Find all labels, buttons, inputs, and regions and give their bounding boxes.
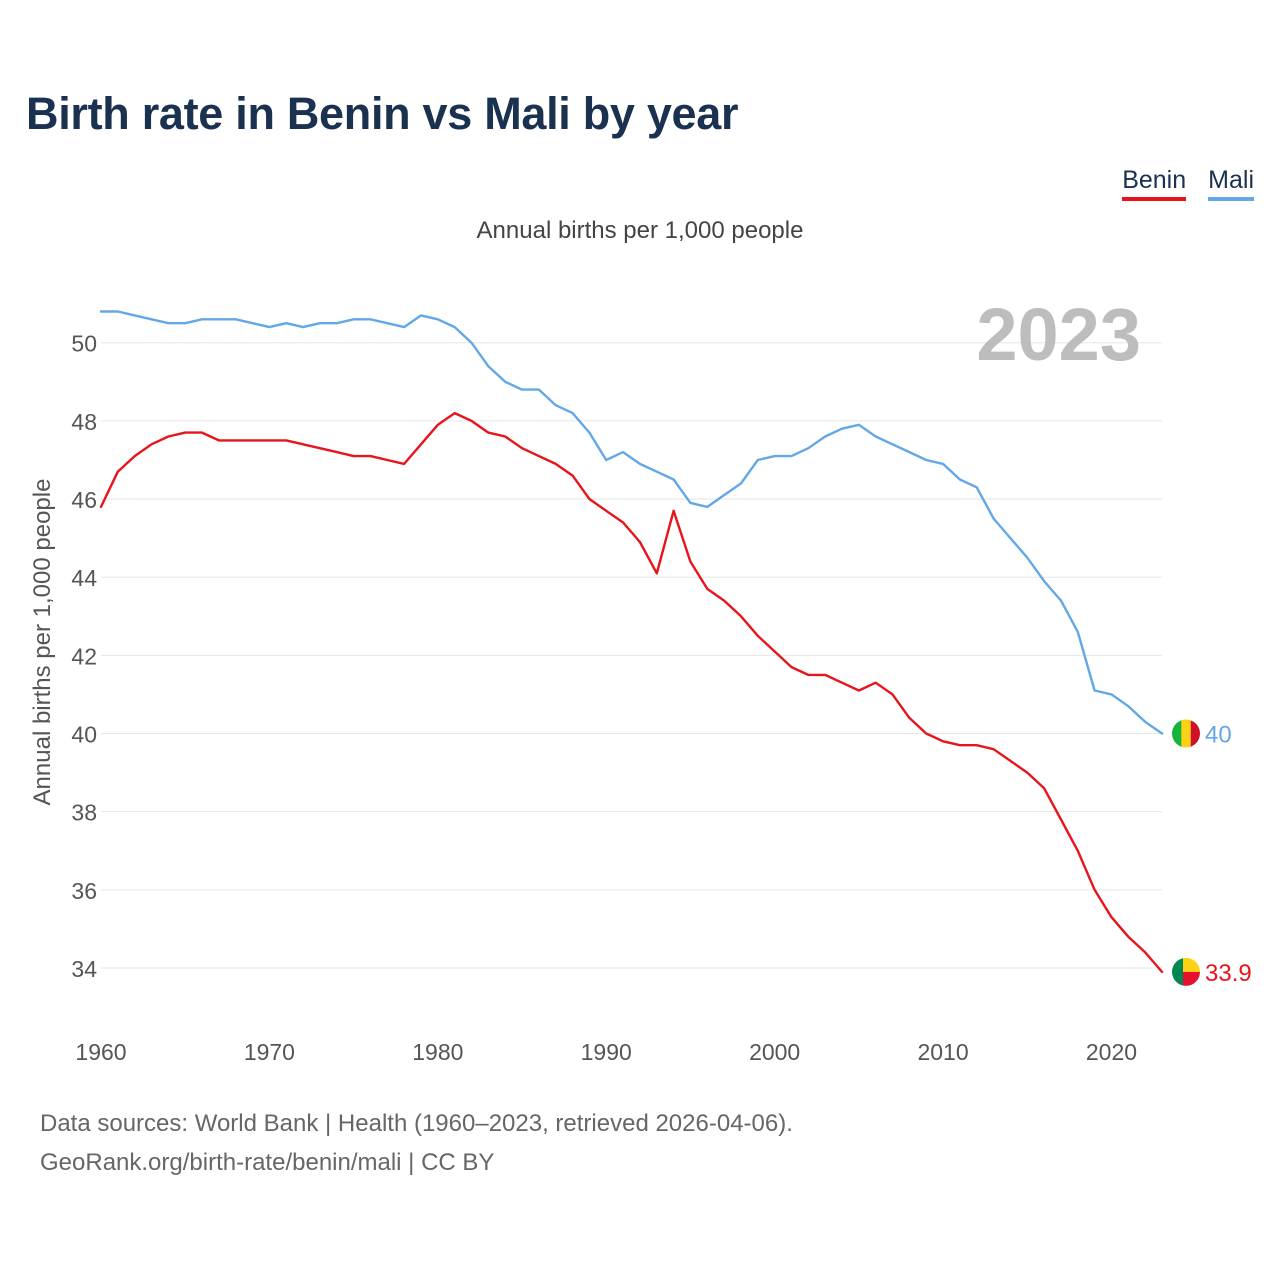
source-line-1: Data sources: World Bank | Health (1960–… [40,1110,793,1137]
y-tick-label: 50 [71,331,97,357]
end-label-mali: 40 [1205,722,1232,749]
flag-mali-icon [1172,719,1200,748]
legend-item-benin[interactable]: Benin [1122,166,1187,201]
chart-subtitle: Annual births per 1,000 people [476,217,804,244]
flag-benin-icon [1172,957,1200,986]
legend-item-mali[interactable]: Mali [1208,166,1254,201]
x-tick-label: 1960 [75,1039,126,1065]
y-tick-label: 42 [71,643,97,669]
x-tick-label: 2000 [749,1039,800,1065]
year-label: 2023 [976,293,1141,376]
end-label-benin: 33.9 [1205,960,1252,987]
y-tick-label: 48 [71,409,97,435]
x-tick-label: 2010 [917,1039,968,1065]
y-tick-label: 44 [71,565,97,591]
x-tick-label: 1970 [244,1039,295,1065]
y-tick-label: 46 [71,487,97,513]
y-axis-label: Annual births per 1,000 people [29,479,56,806]
x-tick-label: 2020 [1086,1039,1137,1065]
series-line-benin [99,411,1164,974]
y-tick-label: 36 [71,878,97,904]
chart-title: Birth rate in Benin vs Mali by year [26,88,739,139]
x-tick-label: 1990 [581,1039,632,1065]
source-note: Data sources: World Bank | Health (1960–… [40,1104,793,1182]
y-tick-label: 40 [71,722,97,748]
source-line-2: GeoRank.org/birth-rate/benin/mali | CC B… [40,1149,495,1176]
y-tick-label: 34 [71,956,97,982]
series-line-mali [99,310,1164,735]
y-tick-label: 38 [71,800,97,826]
legend: Benin Mali [1122,166,1254,201]
x-tick-label: 1980 [412,1039,463,1065]
